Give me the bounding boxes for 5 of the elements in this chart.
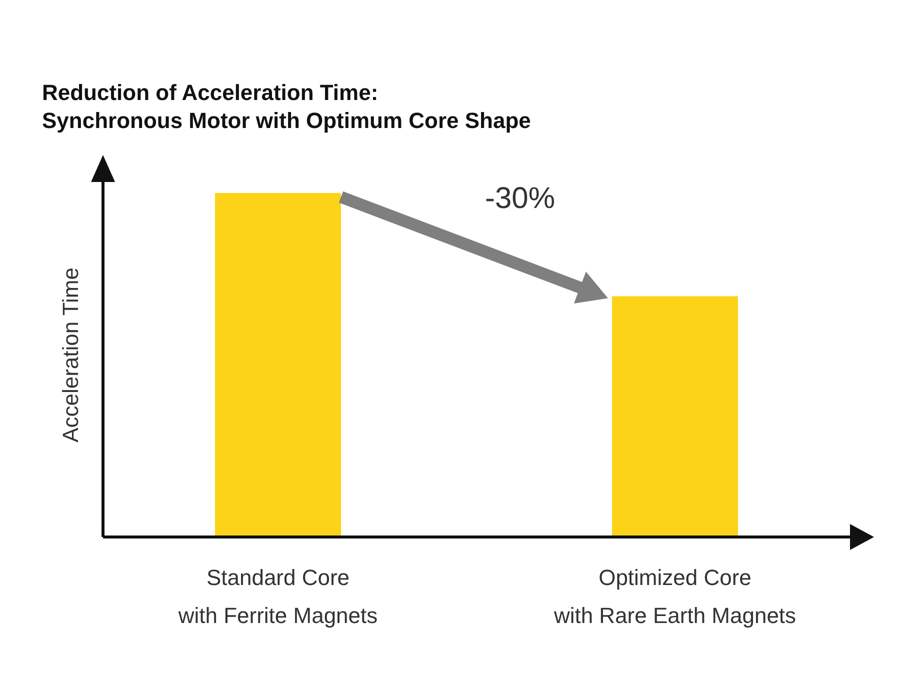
annotation: -30%	[484, 182, 556, 215]
chart-title: Reduction of Acceleration Time: Synchronous Motor with Optimum Core Shape	[42, 80, 531, 133]
x-tick-label: Standard Core with Ferrite Magnets	[177, 565, 378, 628]
x-tick-label: Optimized Core with Rare Earth Magnets	[552, 565, 796, 628]
y-axis-title: Acceleration Time	[58, 268, 83, 442]
